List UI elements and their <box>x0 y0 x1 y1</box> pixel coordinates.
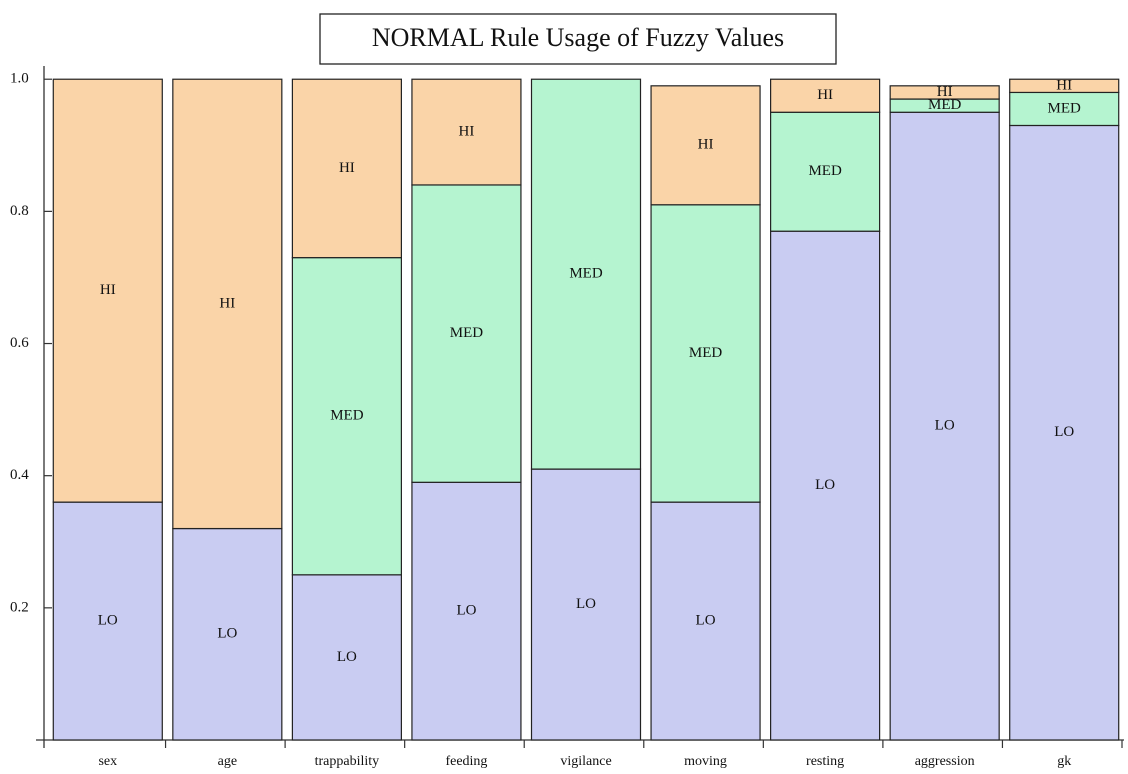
y-tick-label: 0.4 <box>10 467 29 483</box>
bar-segment <box>650 85 761 206</box>
segment-label: MED <box>330 408 364 424</box>
bar-segment <box>411 184 522 483</box>
x-tick-label: trappability <box>315 754 380 769</box>
segment-label: LO <box>337 649 357 665</box>
title-box <box>319 13 837 65</box>
bar-segment <box>530 468 642 741</box>
bar-segment <box>411 481 522 741</box>
bar-segment <box>1009 124 1120 741</box>
bar-segment <box>172 78 283 530</box>
x-tick-label: gk <box>1057 754 1071 769</box>
x-tick-label: resting <box>806 754 844 769</box>
segment-label: LO <box>217 626 237 642</box>
segment-label: HI <box>937 84 953 100</box>
segment-label: LO <box>456 603 476 619</box>
x-tick-label: vigilance <box>560 754 611 769</box>
bar-segment <box>52 501 163 741</box>
x-tick-label: feeding <box>445 754 487 769</box>
bar-segment <box>770 78 881 113</box>
segment-label: HI <box>459 124 475 140</box>
x-tick-label: moving <box>684 754 727 769</box>
bar-segment <box>411 78 522 186</box>
segment-label: HI <box>817 87 833 103</box>
segment-label: LO <box>696 612 716 628</box>
segment-label: MED <box>928 97 962 113</box>
y-tick-label: 1.0 <box>10 71 29 87</box>
segment-label: HI <box>339 160 355 176</box>
segment-label: LO <box>98 612 118 628</box>
segment-label: LO <box>1054 424 1074 440</box>
bar-segment <box>291 574 402 741</box>
segment-label: MED <box>450 325 484 341</box>
x-tick-label: aggression <box>915 754 975 769</box>
segment-label: HI <box>219 295 235 311</box>
segment-label: LO <box>935 418 955 434</box>
y-tick-label: 0.8 <box>10 203 29 219</box>
bar-segment <box>889 111 1000 741</box>
bar-segment <box>1009 78 1120 94</box>
segment-label: MED <box>1048 100 1082 116</box>
y-tick-label: 0.6 <box>10 335 29 351</box>
x-tick-label: age <box>218 754 237 769</box>
bar-segment <box>1009 91 1120 127</box>
bar-segment <box>650 204 761 503</box>
segment-label: HI <box>100 282 116 298</box>
bar-segment <box>650 501 761 741</box>
segment-label: MED <box>569 266 603 282</box>
segment-label: LO <box>815 477 835 493</box>
bar-segment <box>172 527 283 741</box>
segment-label: MED <box>689 345 723 361</box>
x-tick-label: sex <box>98 754 117 769</box>
bar-segment <box>291 78 402 259</box>
segment-label: MED <box>808 163 842 179</box>
bar-segment <box>770 230 881 741</box>
bar-segment <box>889 85 1000 100</box>
bar-segment <box>291 257 402 576</box>
bar-segment <box>770 111 881 232</box>
segment-label: LO <box>576 596 596 612</box>
bar-segment <box>530 78 642 470</box>
chart-title: NORMAL Rule Usage of Fuzzy Values <box>372 23 784 52</box>
bar-segment <box>52 78 163 503</box>
segment-label: HI <box>698 137 714 153</box>
segment-label: HI <box>1056 77 1072 93</box>
y-tick-label: 0.2 <box>10 599 29 615</box>
